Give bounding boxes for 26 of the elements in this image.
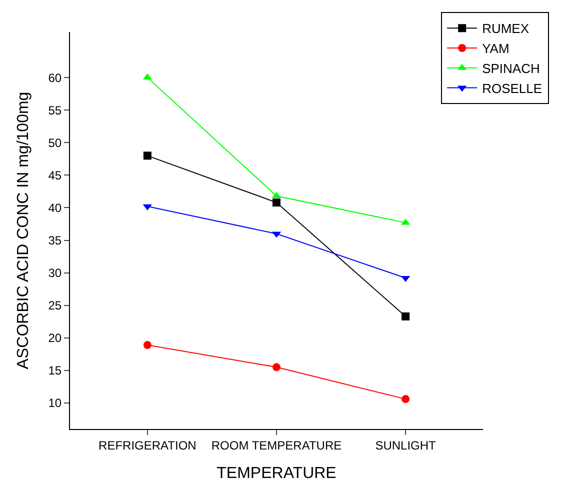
- point: [402, 395, 410, 404]
- y-tick-label: 20: [48, 331, 62, 346]
- y-tick-label: 50: [48, 136, 62, 150]
- y-tick-label: 40: [48, 200, 62, 215]
- y-tick-label: 35: [48, 233, 62, 248]
- legend-label: YAM: [482, 41, 510, 56]
- y-axis-title: ASCORBIC ACID CONC IN mg/100mg: [15, 92, 32, 370]
- y-tick-label: 15: [48, 364, 62, 378]
- point: [402, 312, 410, 320]
- x-axis-title: TEMPERATURE: [216, 465, 336, 482]
- x-tick-label: REFRIGERATION: [98, 438, 196, 452]
- y-tick-label: 60: [48, 70, 62, 85]
- legend-label: RUMEX: [482, 21, 530, 36]
- y-tick-label: 45: [48, 168, 62, 182]
- legend-label: SPINACH: [482, 60, 540, 76]
- y-tick-label: 25: [48, 298, 62, 313]
- x-tick-label: ROOM TEMPERATURE: [211, 438, 342, 452]
- x-tick-label: SUNLIGHT: [375, 438, 437, 452]
- y-tick-label: 30: [48, 266, 62, 280]
- legend-label: ROSELLE: [482, 80, 542, 96]
- point: [143, 152, 152, 160]
- y-tick-label: 10: [48, 396, 62, 410]
- point: [272, 198, 280, 207]
- y-tick-label: 55: [48, 103, 62, 118]
- point: [143, 341, 152, 350]
- point: [272, 363, 280, 372]
